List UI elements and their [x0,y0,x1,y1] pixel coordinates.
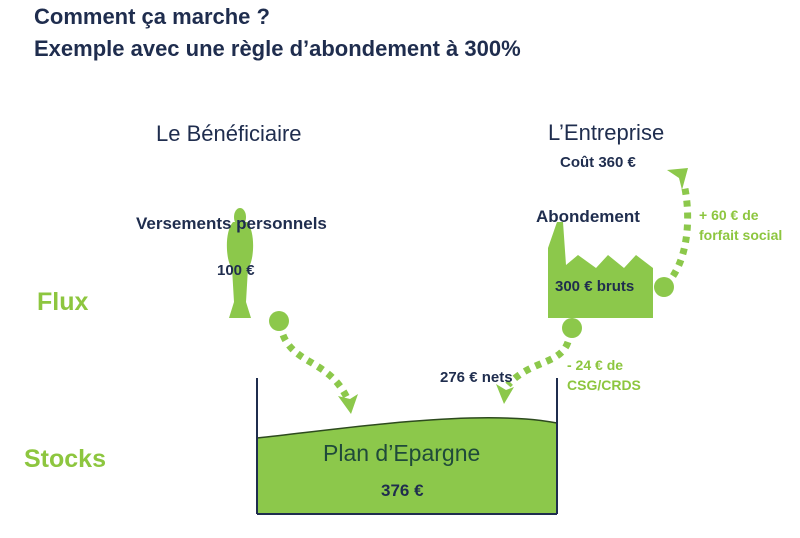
matching-label: Abondement [536,207,640,226]
social-charge-arrow [654,168,692,297]
page-subtitle: Exemple avec une règle d’abondement à 30… [34,36,521,61]
net-matching-amount: 276 € nets [440,369,513,386]
personal-payments-label: Versements personnels [136,214,327,233]
csg-line1: - 24 € de [567,357,624,373]
company-cost: Coût 360 € [560,154,636,171]
gross-matching-amount: 300 € bruts [555,278,635,295]
personal-payment-amount: 100 € [217,262,255,279]
savings-plan-label: Plan d’Epargne [323,440,481,466]
page-title: Comment ça marche ? [34,4,270,29]
social-charge-line2: forfait social [699,227,783,243]
beneficiary-flow-arrow [269,311,358,414]
person-icon [226,208,254,318]
csg-line2: CSG/CRDS [567,377,641,393]
flux-label: Flux [37,288,89,316]
stocks-label: Stocks [24,445,106,473]
savings-plan-total: 376 € [381,481,424,500]
company-heading: L’Entreprise [548,120,665,145]
savings-plan-container [256,378,558,515]
social-charge-line1: + 60 € de [699,207,759,223]
factory-icon [548,222,653,318]
company-flow-arrow [496,318,582,404]
beneficiary-heading: Le Bénéficiaire [156,121,302,146]
